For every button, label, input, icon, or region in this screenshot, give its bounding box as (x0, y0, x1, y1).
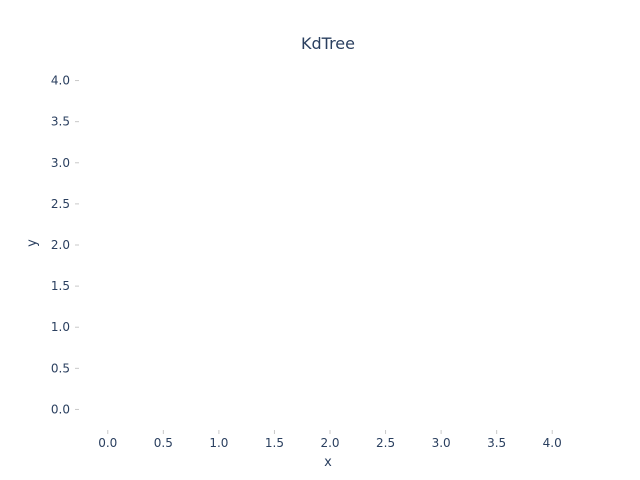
y-axis-ticks: 0.0 0.5 1.0 1.5 2.0 2.5 3.0 3.5 4.0 (51, 74, 79, 416)
x-tick-label: 2.5 (376, 436, 395, 450)
y-tick-label: 4.0 (51, 74, 70, 88)
x-axis-label: x (324, 455, 332, 470)
x-tick-label: 1.0 (209, 436, 228, 450)
x-tick-label: 0.5 (154, 436, 173, 450)
y-tick-label: 2.5 (51, 197, 70, 211)
x-axis-ticks: 0.0 0.5 1.0 1.5 2.0 2.5 3.0 3.5 4.0 (98, 430, 562, 450)
y-axis-label: y (25, 239, 40, 247)
x-tick-label: 3.0 (432, 436, 451, 450)
plot-background (80, 60, 580, 430)
x-tick-label: 0.0 (98, 436, 117, 450)
x-tick-label: 3.5 (487, 436, 506, 450)
x-tick-label: 1.5 (265, 436, 284, 450)
x-tick-label: 4.0 (543, 436, 562, 450)
y-tick-label: 0.0 (51, 402, 70, 416)
y-tick-label: 1.5 (51, 279, 70, 293)
x-tick-label: 2.0 (320, 436, 339, 450)
y-tick-label: 1.0 (51, 320, 70, 334)
y-tick-label: 0.5 (51, 361, 70, 375)
y-tick-label: 2.0 (51, 238, 70, 252)
y-tick-label: 3.5 (51, 115, 70, 129)
y-tick-label: 3.0 (51, 156, 70, 170)
chart-title: KdTree (301, 34, 355, 53)
